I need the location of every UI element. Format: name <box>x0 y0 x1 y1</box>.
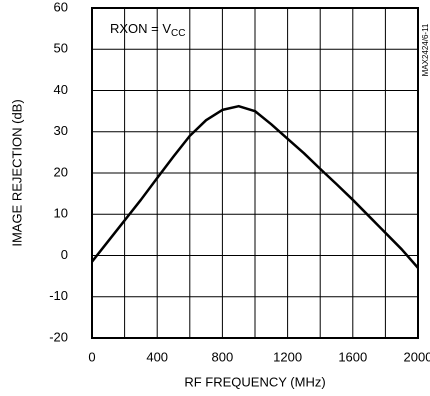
y-tick-label: 30 <box>54 123 68 138</box>
y-tick-label: 0 <box>61 247 68 262</box>
y-axis-label: IMAGE REJECTION (dB) <box>9 99 24 246</box>
side-label: MAX2424/6-11 <box>421 23 430 76</box>
x-tick-label: 800 <box>212 349 234 364</box>
y-tick-label: 10 <box>54 206 68 221</box>
x-tick-label: 1600 <box>338 349 367 364</box>
x-tick-label: 400 <box>146 349 168 364</box>
y-tick-label: 50 <box>54 41 68 56</box>
y-tick-label: 20 <box>54 164 68 179</box>
annotation: RXON = VCC <box>110 21 186 38</box>
y-tick-label: -10 <box>49 288 68 303</box>
y-tick-label: 40 <box>54 82 68 97</box>
plot-frame <box>91 7 419 339</box>
line-series <box>91 104 419 269</box>
x-tick-label: 0 <box>88 349 95 364</box>
x-tick-label: 2000 <box>404 349 430 364</box>
y-tick-label: 60 <box>54 0 68 14</box>
x-axis-label: RF FREQUENCY (MHz) <box>184 374 325 389</box>
x-tick-label: 1200 <box>273 349 302 364</box>
y-tick-label: -20 <box>49 329 68 344</box>
